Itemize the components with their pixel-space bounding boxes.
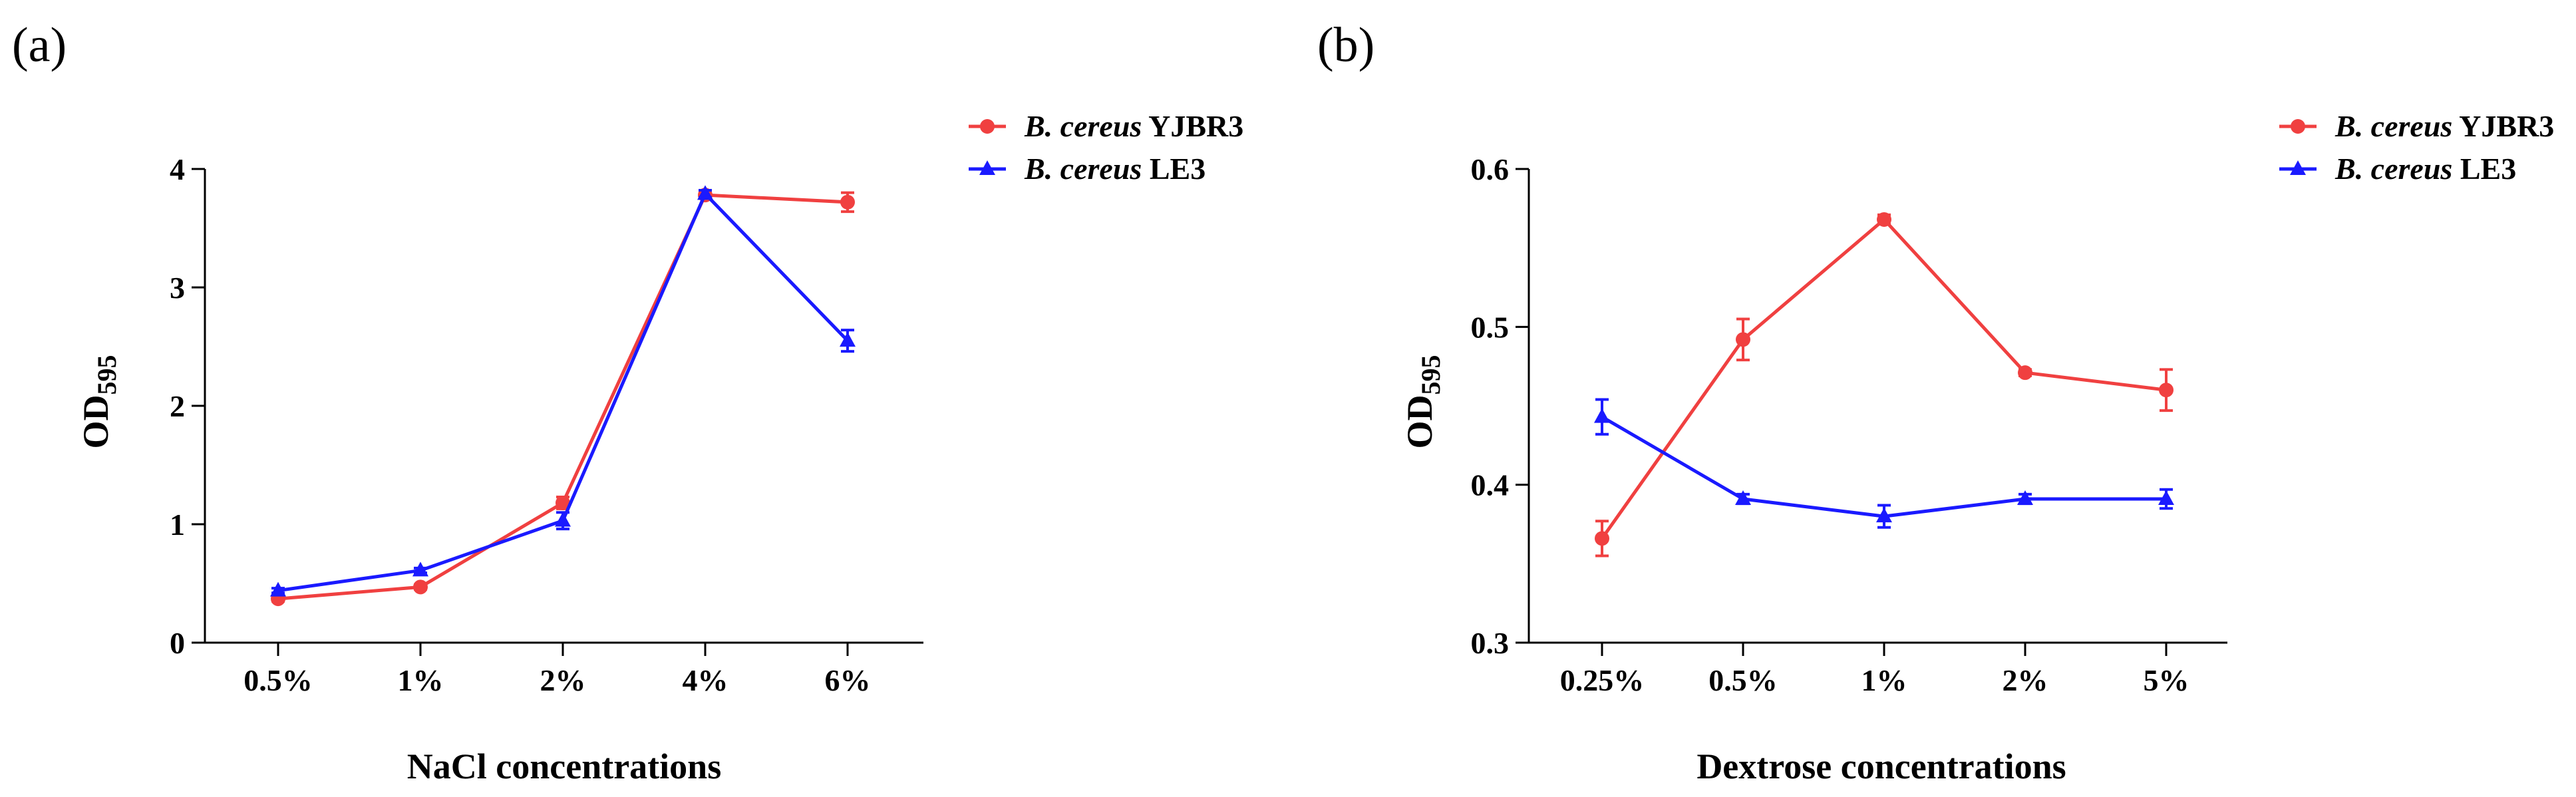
data-point: [840, 194, 855, 210]
y-tick-label: 3: [170, 271, 185, 305]
y-tick-label: 2: [170, 389, 185, 423]
legend-label-strain: LE3: [2460, 152, 2516, 186]
legend-label-strain: YJBR3: [2459, 109, 2554, 143]
legend-marker: [980, 119, 995, 134]
data-point: [412, 561, 428, 577]
data-point: [1876, 508, 1892, 523]
panel-label: (a): [12, 18, 67, 73]
x-tick-label: 2%: [540, 663, 586, 697]
y-tick-label: 1: [170, 508, 185, 542]
data-point: [2017, 490, 2033, 506]
data-point: [2159, 383, 2174, 398]
legend-label-species: B. cereus: [1024, 109, 1142, 143]
y-tick-label: 0: [170, 626, 185, 660]
legend-marker: [2291, 119, 2305, 134]
data-point: [555, 512, 571, 527]
series-line: [1601, 415, 2166, 518]
data-point: [1594, 408, 1610, 423]
x-tick-label: 2%: [2003, 663, 2048, 697]
data-point: [413, 579, 428, 595]
legend-label-space: [2452, 109, 2459, 143]
y-axis-label-subscript: 595: [1416, 355, 1446, 395]
legend-label: B. cereus YJBR3: [1024, 109, 1243, 143]
legend-marker: [979, 160, 995, 175]
y-tick-label: 4: [170, 152, 185, 186]
y-tick-label: 0.6: [1471, 152, 1510, 186]
legend-label-space: [1142, 109, 1148, 143]
y-tick-label: 0.3: [1471, 626, 1510, 660]
legend-label-strain: LE3: [1150, 152, 1206, 186]
panel-label: (b): [1317, 18, 1374, 73]
legend-label-species: B. cereus: [2334, 152, 2452, 186]
chart-panel-b: (b) 0.3 0.4 0.5 0.6 0.25% 0.5% 1% 2% 5% OD595 Dextr…: [1317, 18, 2554, 786]
series-yjbr3: [271, 188, 855, 607]
x-axis-label: Dextrose concentrations: [1696, 746, 2066, 786]
series-le3: [270, 185, 856, 597]
series-yjbr3: [1595, 212, 2174, 558]
legend-label: B. cereus LE3: [1024, 152, 1206, 186]
y-axis-label-main: OD: [1400, 395, 1440, 449]
x-tick-label: 1%: [398, 663, 444, 697]
x-tick-label: 6%: [825, 663, 871, 697]
x-tick-label: 4%: [683, 663, 728, 697]
data-point: [556, 495, 570, 510]
legend-label-strain: YJBR3: [1148, 109, 1243, 143]
y-axis-label: OD595: [76, 355, 122, 449]
x-axis-label: NaCl concentrations: [407, 746, 721, 786]
x-tick-label: 1%: [1861, 663, 1907, 697]
legend-label-species: B. cereus: [2334, 109, 2452, 143]
y-axis-label-main: OD: [76, 395, 116, 449]
legend-marker: [2290, 160, 2306, 175]
legend-label-species: B. cereus: [1024, 152, 1142, 186]
chart-panel-a: (a) 0 1 2 3 4 0.5% 1% 2% 4% 6% OD595 NaCl concentrat…: [12, 18, 1243, 786]
legend-label-space: [1142, 152, 1150, 186]
data-point: [840, 332, 856, 347]
x-tick-label: 0.25%: [1560, 663, 1645, 697]
y-tick-label: 0.5: [1471, 310, 1510, 344]
y-axis-label: OD595: [1400, 355, 1446, 449]
x-tick-label: 0.5%: [1708, 663, 1778, 697]
data-point: [1877, 212, 1891, 227]
data-point: [2158, 490, 2174, 506]
x-tick-label: 5%: [2144, 663, 2189, 697]
data-point: [697, 185, 713, 200]
legend-label: B. cereus YJBR3: [2334, 109, 2554, 143]
data-point: [1736, 332, 1750, 347]
series-line: [277, 193, 848, 601]
series-le3: [1594, 398, 2174, 529]
legend-label: B. cereus LE3: [2334, 152, 2516, 186]
series-line: [277, 192, 849, 593]
legend-label-space: [2452, 152, 2460, 186]
data-point: [1735, 490, 1751, 506]
y-tick-label: 0.4: [1471, 468, 1510, 502]
x-tick-label: 0.5%: [243, 663, 313, 697]
data-point: [270, 581, 286, 597]
y-axis-label-subscript: 595: [92, 355, 122, 395]
data-point: [2018, 365, 2032, 381]
series-line: [1600, 218, 2167, 540]
data-point: [1595, 531, 1609, 546]
